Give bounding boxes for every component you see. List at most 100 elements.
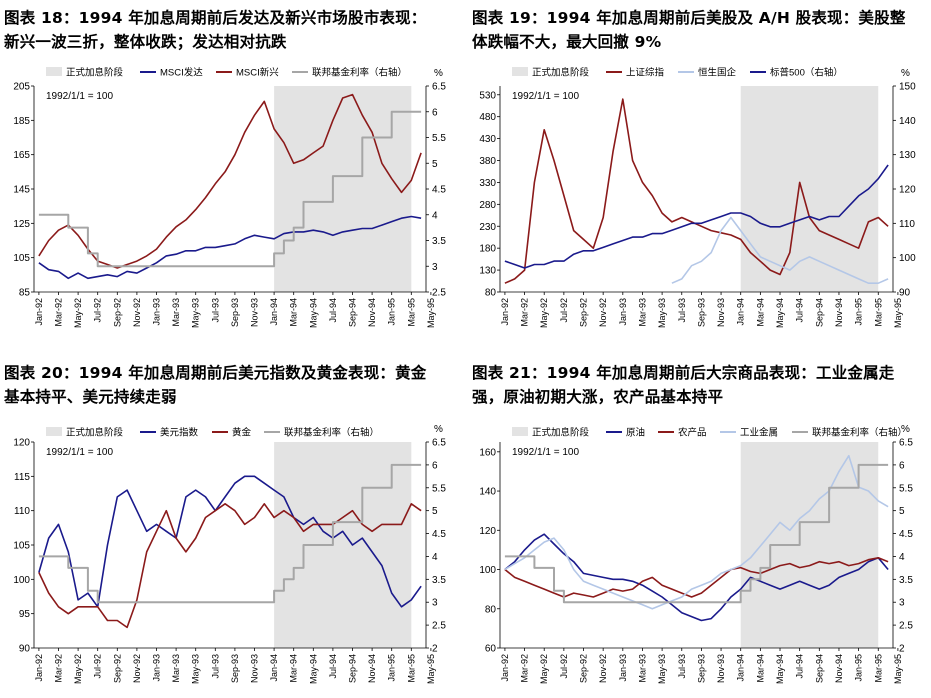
left-tick-label: 160 (479, 447, 496, 458)
x-tick-label: Jan-92 (34, 654, 44, 682)
chart-21-title: 图表 21：1994 年加息周期前后大宗商品表现：工业金属走 强，原油初期大涨，农… (472, 361, 930, 409)
x-tick-label: Nov-92 (598, 298, 608, 327)
left-tick-label: 165 (13, 150, 30, 161)
left-tick-label: 430 (479, 134, 496, 145)
x-tick-label: Jan-95 (854, 298, 864, 326)
right-tick-label: 6.5 (432, 82, 446, 93)
x-tick-label: Mar-93 (171, 654, 181, 683)
x-tick-label: Mar-94 (755, 654, 765, 683)
title-line-1: 图表 18：1994 年加息周期前后发达及新兴市场股市表现： (4, 9, 427, 27)
right-axis-unit: % (434, 424, 443, 435)
x-tick-label: Nov-92 (132, 654, 142, 683)
x-tick-label: Jul-92 (93, 298, 103, 323)
right-tick-label: 3.5 (899, 575, 913, 586)
right-tick-label: 110 (899, 219, 915, 230)
x-tick-label: Sep-94 (814, 298, 824, 327)
left-tick-label: 125 (13, 219, 30, 230)
x-tick-label: Jan-94 (269, 654, 279, 682)
x-tick-label: Mar-95 (406, 298, 416, 327)
chart-18-title: 图表 18：1994 年加息周期前后发达及新兴市场股市表现： 新兴一波三折，整体收… (4, 6, 464, 54)
x-tick-label: Jul-94 (795, 298, 805, 323)
right-tick-label: 4 (432, 210, 438, 221)
left-tick-label: 480 (479, 112, 496, 123)
right-tick-label: 2 (899, 644, 905, 655)
series-line-1 (38, 93, 422, 269)
right-tick-label: 120 (899, 185, 916, 196)
x-tick-label: May-92 (73, 298, 83, 328)
left-tick-label: 380 (479, 156, 496, 167)
right-tick-label: 5.5 (899, 483, 913, 494)
legend-label-0: 美元指数 (160, 427, 199, 439)
right-tick-label: 6.5 (432, 438, 446, 449)
legend-label-2: 联邦基金利率（右轴） (284, 427, 379, 439)
legend-label-3: 联邦基金利率（右轴） (812, 427, 907, 439)
right-tick-label: 4.5 (899, 529, 913, 540)
left-tick-label: 80 (485, 604, 497, 615)
x-tick-label: Nov-94 (834, 298, 844, 327)
x-tick-label: Nov-94 (367, 654, 377, 683)
x-tick-label: May-92 (539, 654, 549, 684)
left-tick-label: 185 (13, 116, 30, 127)
title-line-2: 强，原油初期大涨，农产品基本持平 (472, 388, 724, 406)
right-tick-label: 2.5 (432, 288, 446, 299)
rate-hike-shade (274, 86, 412, 292)
x-tick-label: Sep-93 (696, 298, 706, 327)
title-line-2: 新兴一波三折，整体收跌；发达相对抗跌 (4, 33, 287, 51)
x-tick-label: Nov-93 (250, 654, 260, 683)
legend-label-2: 联邦基金利率（右轴） (312, 67, 407, 79)
x-tick-label: Jul-92 (93, 654, 103, 679)
right-tick-label: 3.5 (432, 575, 446, 586)
right-tick-label: 6 (899, 460, 905, 471)
left-tick-label: 85 (19, 288, 31, 299)
x-tick-label: Jan-93 (152, 298, 162, 326)
right-tick-label: 130 (899, 150, 916, 161)
left-tick-label: 90 (19, 644, 31, 655)
legend-label-1: 恒生国企 (698, 67, 737, 79)
title-line-2: 基本持平、美元持续走弱 (4, 388, 177, 406)
right-tick-label: 3 (899, 598, 905, 609)
x-tick-label: Mar-95 (873, 298, 883, 327)
x-tick-label: Nov-92 (132, 298, 142, 327)
x-tick-label: Mar-92 (54, 298, 64, 327)
legend-label-1: 农产品 (678, 427, 707, 439)
x-tick-label: Jul-94 (328, 298, 338, 323)
x-tick-label: May-95 (426, 654, 436, 684)
series-line-1 (504, 557, 889, 598)
x-tick-label: May-94 (308, 298, 318, 328)
chart-19-us-ah-equities: 80 130 180 230 280 330 380 430 480 530 90 100 110 120… (479, 67, 916, 329)
legend-label-0: 上证综指 (626, 67, 665, 79)
rate-hike-shade (274, 442, 412, 648)
right-tick-label: 5.5 (432, 133, 446, 144)
left-tick-label: 105 (13, 541, 30, 552)
x-tick-label: May-95 (893, 298, 903, 328)
x-tick-label: Nov-94 (367, 298, 377, 327)
left-tick-label: 145 (13, 185, 30, 196)
x-tick-label: Nov-93 (716, 298, 726, 327)
legend-swatch-shade (512, 427, 528, 436)
x-tick-label: Jul-93 (677, 654, 687, 679)
legend-label-shade: 正式加息阶段 (532, 67, 590, 79)
right-axis-unit: % (901, 424, 910, 435)
x-tick-label: Mar-94 (289, 654, 299, 683)
x-tick-label: Nov-93 (716, 654, 726, 683)
right-tick-label: 150 (899, 82, 916, 93)
chart-20-dxy-gold: 90 95 100 105 110 115 120 2 2.5 3 3.5 4 4.5 5 5.5 6 6.5%… (13, 424, 446, 684)
left-tick-label: 110 (14, 506, 30, 517)
series-line-3 (504, 463, 889, 604)
base-annotation: 1992/1/1 = 100 (46, 447, 113, 458)
x-tick-label: Jul-94 (328, 654, 338, 679)
x-tick-label: Jan-92 (500, 298, 510, 326)
x-tick-label: Jul-93 (210, 298, 220, 323)
right-tick-label: 140 (899, 116, 916, 127)
right-tick-label: 3 (432, 262, 438, 273)
legend-label-shade: 正式加息阶段 (532, 427, 590, 439)
x-tick-label: Jan-93 (618, 298, 628, 326)
x-tick-label: Jan-93 (152, 654, 162, 682)
base-annotation: 1992/1/1 = 100 (46, 91, 113, 102)
right-tick-label: 6.5 (899, 438, 913, 449)
right-axis-unit: % (434, 68, 443, 79)
x-tick-label: Jan-95 (387, 654, 397, 682)
left-tick-label: 140 (479, 487, 496, 498)
x-tick-label: Jul-93 (677, 298, 687, 323)
legend-label-2: 标普500（右轴） (770, 67, 843, 79)
